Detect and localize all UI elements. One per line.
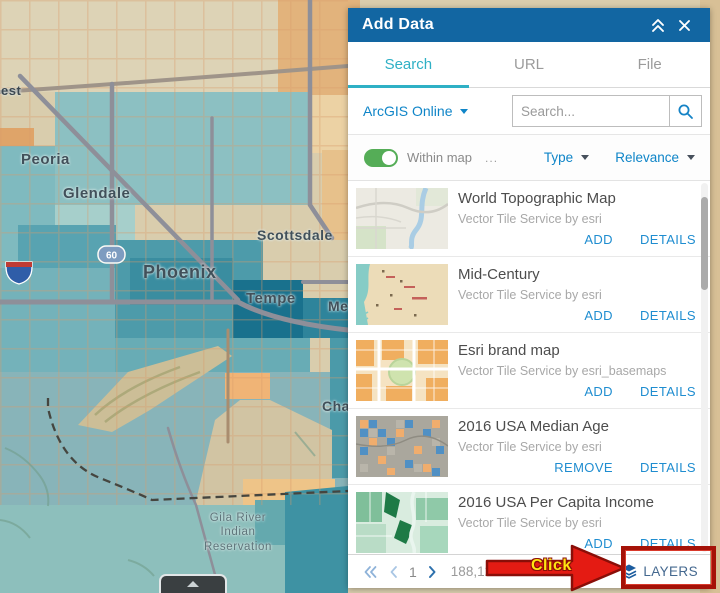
search-input[interactable] bbox=[513, 96, 669, 126]
tab-file[interactable]: File bbox=[637, 56, 662, 73]
toggle-knob bbox=[382, 150, 396, 165]
add-data-panel: Add Data Search URL File ArcGIS Online bbox=[348, 8, 710, 588]
collapse-button[interactable] bbox=[645, 15, 671, 35]
chevron-down-icon bbox=[687, 155, 695, 160]
reservation-boundary bbox=[46, 398, 349, 502]
source-dropdown[interactable]: ArcGIS Online bbox=[363, 103, 469, 119]
details-link[interactable]: DETAILS bbox=[639, 308, 696, 323]
search-box bbox=[512, 95, 702, 127]
prev-page-button[interactable] bbox=[388, 565, 399, 579]
add-link[interactable]: ADD bbox=[584, 384, 613, 399]
panel-header: Add Data bbox=[348, 8, 710, 42]
map-label-peoria: Peoria bbox=[21, 151, 70, 168]
search-icon bbox=[678, 104, 693, 119]
layers-button[interactable]: LAYERS bbox=[621, 564, 700, 579]
chevron-right-icon bbox=[428, 565, 436, 578]
result-subtitle: Vector Tile Service by esri bbox=[458, 212, 602, 226]
result-title: 2016 USA Median Age bbox=[458, 418, 609, 435]
reservation-line3: Reservation bbox=[204, 540, 272, 553]
result-item: Mid-Century Vector Tile Service by esri … bbox=[348, 257, 710, 333]
map-label-reservation: Gila River Indian Reservation bbox=[178, 511, 298, 554]
layers-button-label: LAYERS bbox=[643, 564, 698, 579]
result-thumbnail-per-capita-income bbox=[356, 492, 448, 553]
result-item: Esri brand map Vector Tile Service by es… bbox=[348, 333, 710, 409]
relevance-dropdown[interactable]: Relevance bbox=[615, 150, 695, 165]
source-dropdown-label: ArcGIS Online bbox=[363, 103, 453, 119]
search-button[interactable] bbox=[669, 96, 701, 126]
type-dropdown-label: Type bbox=[543, 150, 574, 165]
result-thumbnail-median-age bbox=[356, 416, 448, 477]
first-page-button[interactable] bbox=[363, 565, 378, 579]
details-link[interactable]: DETAILS bbox=[639, 536, 696, 551]
tab-url[interactable]: URL bbox=[514, 56, 545, 73]
panel-footer: 1 188,128 Items LAYERS bbox=[348, 554, 710, 588]
within-map-label: Within map bbox=[407, 150, 473, 165]
add-link[interactable]: ADD bbox=[584, 232, 613, 247]
remove-link[interactable]: REMOVE bbox=[554, 460, 613, 475]
relevance-dropdown-label: Relevance bbox=[615, 150, 679, 165]
scrollbar-thumb[interactable] bbox=[701, 197, 708, 290]
close-button[interactable] bbox=[671, 15, 697, 35]
chevron-down-icon bbox=[460, 108, 469, 114]
result-thumbnail-midcentury bbox=[356, 264, 448, 325]
chevron-left-icon bbox=[390, 565, 397, 578]
reservation-line1: Gila River bbox=[209, 512, 267, 524]
result-title: 2016 USA Per Capita Income bbox=[458, 494, 654, 511]
result-subtitle: Vector Tile Service by esri bbox=[458, 516, 602, 530]
map-label-phoenix: Phoenix bbox=[143, 262, 217, 282]
result-thumbnail-esri-brand bbox=[356, 340, 448, 401]
filter-row: Within map ... Type Relevance bbox=[348, 134, 710, 181]
expand-attribution-button[interactable] bbox=[159, 574, 227, 593]
next-page-button[interactable] bbox=[427, 565, 438, 579]
route-60-shield: 60 bbox=[97, 245, 126, 264]
route-shield-number: 60 bbox=[106, 251, 118, 262]
chevron-down-icon bbox=[581, 155, 590, 160]
scrollbar-track[interactable] bbox=[701, 183, 708, 552]
map-label-glendale: Glendale bbox=[63, 185, 131, 202]
result-title: Esri brand map bbox=[458, 342, 560, 359]
map-label-west-partial: est bbox=[1, 83, 22, 98]
result-subtitle: Vector Tile Service by esri_basemaps bbox=[458, 364, 667, 378]
double-chevron-left-icon bbox=[364, 565, 377, 578]
double-chevron-up-icon bbox=[652, 18, 664, 32]
within-map-toggle[interactable] bbox=[364, 148, 398, 167]
type-dropdown[interactable]: Type bbox=[543, 150, 590, 165]
tab-search[interactable]: Search bbox=[348, 42, 469, 88]
map-label-tempe: Tempe bbox=[246, 290, 296, 307]
result-title: World Topographic Map bbox=[458, 190, 616, 207]
truncated-text: ... bbox=[485, 150, 499, 165]
highway-lines bbox=[0, 0, 351, 593]
result-subtitle: Vector Tile Service by esri bbox=[458, 440, 602, 454]
result-item: 2016 USA Median Age Vector Tile Service … bbox=[348, 409, 710, 485]
map-label-chandler-partial: Cha bbox=[322, 398, 350, 414]
close-icon bbox=[678, 19, 690, 31]
reservation-line2: Indian bbox=[220, 526, 256, 539]
results-list: World Topographic Map Vector Tile Servic… bbox=[348, 181, 710, 554]
result-item: 2016 USA Per Capita Income Vector Tile S… bbox=[348, 485, 710, 554]
result-title: Mid-Century bbox=[458, 266, 540, 283]
map-label-mesa-partial: Me bbox=[328, 298, 349, 314]
interstate-shield-icon bbox=[5, 261, 33, 285]
add-link[interactable]: ADD bbox=[584, 308, 613, 323]
details-link[interactable]: DETAILS bbox=[639, 232, 696, 247]
arrow-up-icon bbox=[187, 581, 199, 587]
hillshade-texture bbox=[0, 431, 316, 577]
details-link[interactable]: DETAILS bbox=[639, 460, 696, 475]
result-subtitle: Vector Tile Service by esri bbox=[458, 288, 602, 302]
map-label-scottsdale: Scottsdale bbox=[257, 227, 333, 243]
details-link[interactable]: DETAILS bbox=[639, 384, 696, 399]
pagination: 1 bbox=[363, 564, 438, 580]
panel-tabs: Search URL File bbox=[348, 42, 710, 88]
current-page: 1 bbox=[409, 563, 417, 580]
add-link[interactable]: ADD bbox=[584, 536, 613, 551]
search-row: ArcGIS Online bbox=[348, 88, 710, 134]
items-count: 188,128 Items bbox=[450, 564, 537, 579]
layers-icon bbox=[621, 564, 637, 579]
result-item: World Topographic Map Vector Tile Servic… bbox=[348, 181, 710, 257]
panel-title: Add Data bbox=[362, 16, 434, 33]
result-thumbnail-topographic bbox=[356, 188, 448, 249]
